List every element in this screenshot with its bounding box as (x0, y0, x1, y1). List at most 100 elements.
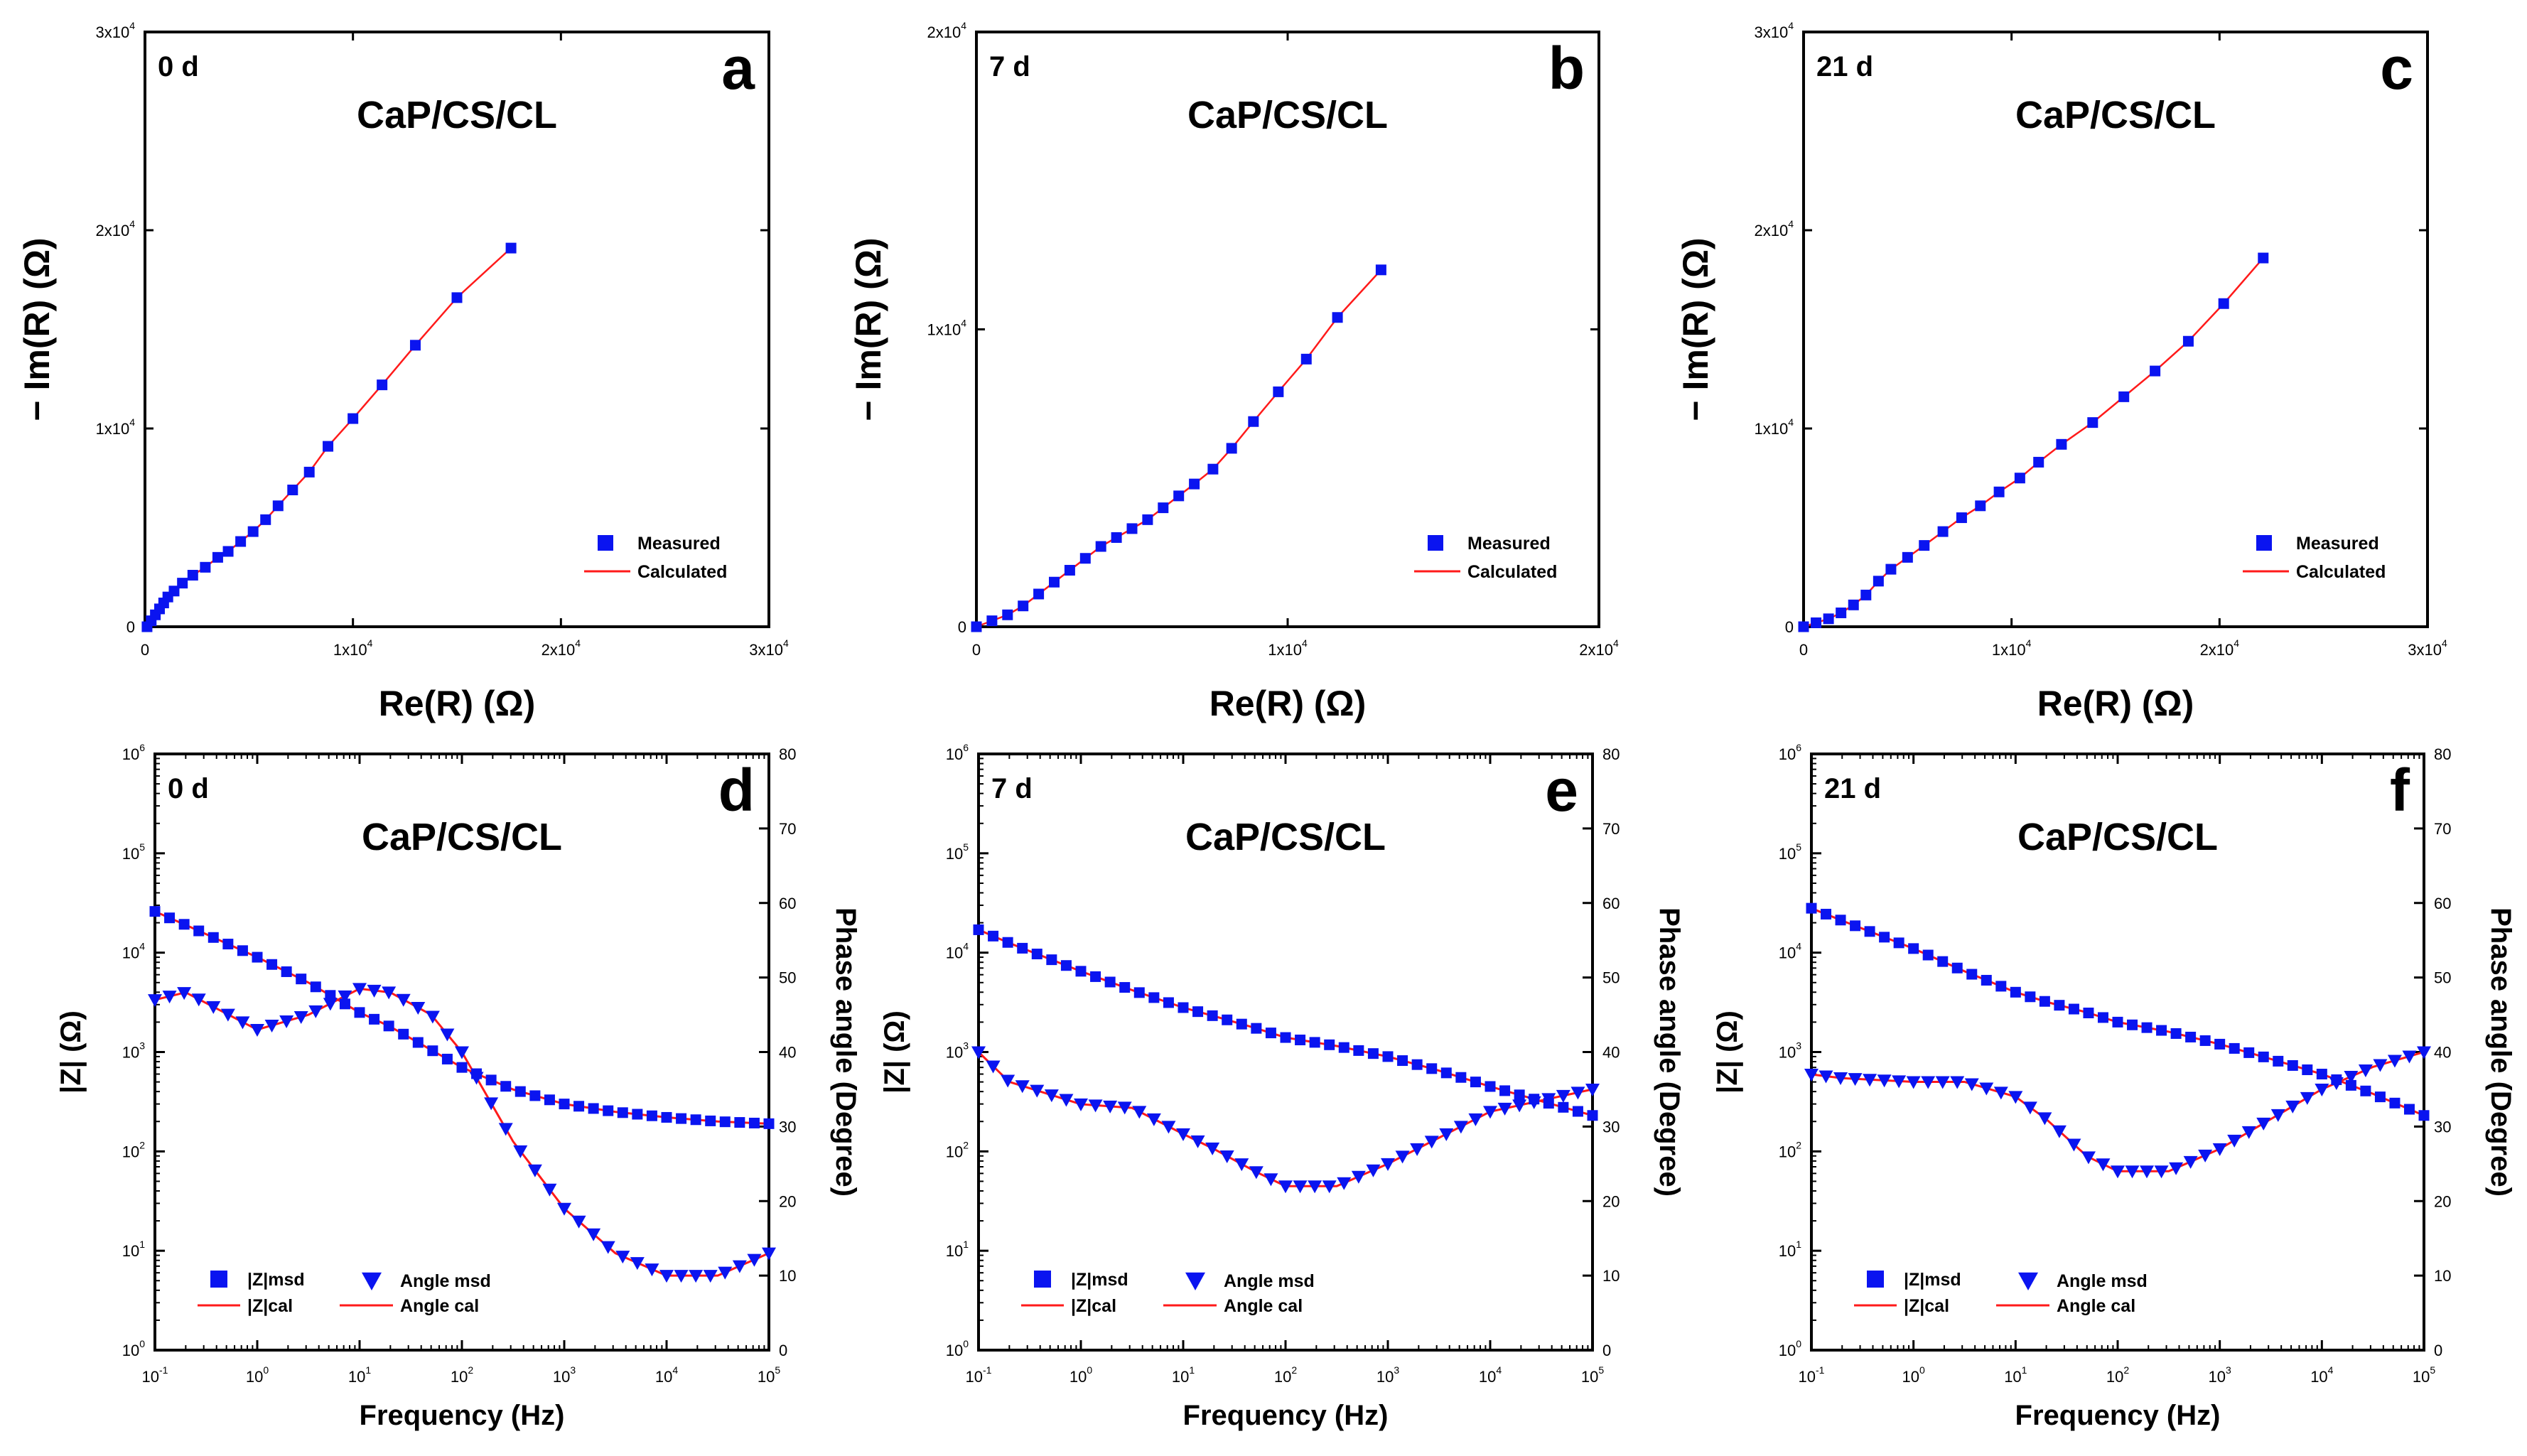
y-tick-label: 102 (1779, 1139, 1801, 1160)
angle-measured-point (2241, 1126, 2256, 1139)
angle-measured-point (1483, 1106, 1497, 1119)
z-measured-point (1485, 1081, 1496, 1092)
y-tick-label: 3x104 (95, 20, 135, 41)
z-measured-point (2360, 1085, 2371, 1096)
z-measured-point (1893, 937, 1904, 949)
y2-tick-label: 60 (2434, 895, 2451, 912)
measured-point (1860, 589, 1872, 600)
angle-measured-point (1497, 1102, 1512, 1116)
measured-point (1332, 312, 1343, 323)
z-measured-point (339, 998, 350, 1010)
x-tick-label: 10-1 (142, 1364, 168, 1386)
panel-letter: b (1548, 35, 1585, 102)
measured-point (1079, 553, 1091, 564)
measured-point (1811, 617, 1822, 628)
z-measured-point (1309, 1037, 1320, 1048)
y-tick-label: 105 (946, 841, 969, 863)
legend-z-msd: |Z|msd (247, 1270, 305, 1290)
angle-measured-point (571, 1215, 586, 1229)
angle-measured-point (2067, 1138, 2081, 1152)
angle-measured-point (455, 1046, 469, 1059)
y2-tick-label: 20 (2434, 1192, 2451, 1210)
angle-measured-point (220, 1008, 235, 1022)
z-measured-point (1060, 960, 1072, 971)
angle-measured-point (2300, 1091, 2315, 1105)
measured-point (260, 514, 271, 525)
z-measured-point (1879, 932, 1890, 943)
measured-point (1248, 416, 1259, 427)
x-tick-label: 102 (1274, 1364, 1297, 1386)
y-axis-label: − Im(R) (Ω) (17, 237, 57, 421)
y-tick-label: 106 (1779, 742, 1801, 763)
y2-axis-label: Phase angle (Degree) (2485, 907, 2516, 1197)
x-tick-label: 104 (1479, 1364, 1502, 1386)
chart-panel-c: 21 d c CaP/CS/CL 0 1x104 2x104 3x104 0 1x104 2x10… (1676, 20, 2447, 723)
z-measured-point (1850, 920, 1861, 932)
panel-letter: d (718, 757, 755, 824)
z-measured-point (252, 951, 263, 963)
x-tick-label: 103 (553, 1364, 576, 1386)
angle-measured-point (250, 1024, 264, 1037)
angle-measured-point (162, 991, 177, 1004)
y-tick-label: 1x104 (927, 318, 966, 339)
angle-measured-point (1877, 1074, 1892, 1088)
z-measured-point (973, 924, 984, 935)
z-measured-point (1148, 992, 1160, 1003)
z-measured-point (2156, 1025, 2167, 1036)
z-measured-point (1966, 969, 1978, 980)
y-tick-label: 105 (122, 841, 145, 863)
z-measured-point (2302, 1064, 2313, 1075)
z-measured-point (2097, 1012, 2108, 1023)
y2-tick-label: 50 (779, 969, 796, 987)
z-measured-point (2170, 1028, 2182, 1039)
angle-measured-point (703, 1270, 718, 1283)
legend-z-msd-marker (1867, 1271, 1884, 1288)
x-tick-label: 105 (1581, 1364, 1604, 1386)
angle-measured-point (148, 994, 162, 1008)
y2-tick-label: 40 (1602, 1044, 1620, 1062)
y-tick-label: 103 (122, 1040, 145, 1062)
angle-measured-point (1117, 1101, 1132, 1115)
z-measured-point (1075, 966, 1087, 977)
z-measured-point (1937, 956, 1949, 967)
measured-point (1919, 540, 1930, 551)
z-measured-point (2345, 1079, 2356, 1091)
z-measured-point (2054, 1000, 2065, 1011)
angle-measured-point (1526, 1096, 1541, 1109)
z-measured-point (2273, 1055, 2284, 1067)
x-tick-label: 100 (1902, 1364, 1925, 1386)
x-tick-label: 1x104 (1992, 637, 2032, 659)
z-measured-point (1236, 1018, 1247, 1030)
legend-z-cal: |Z|cal (1071, 1296, 1116, 1316)
measured-point (1956, 512, 1967, 524)
angle-measured-point (747, 1253, 762, 1267)
z-measured-point (2229, 1042, 2240, 1054)
panel-letter: e (1545, 757, 1578, 824)
measured-point (2033, 456, 2044, 468)
z-measured-point (1324, 1039, 1335, 1050)
measured-point (2056, 438, 2067, 450)
angle-measured-point (382, 986, 397, 1000)
angle-measured-point (2329, 1077, 2344, 1090)
z-measured-point (748, 1117, 760, 1128)
angle-measured-point (2081, 1151, 2096, 1165)
y-axis-label: |Z| (Ω) (55, 1010, 87, 1094)
z-measured-point (1090, 971, 1101, 982)
y-tick-label: 3x104 (1754, 20, 1794, 41)
z-measured-point (632, 1109, 643, 1120)
measured-point (971, 621, 982, 632)
angle-measured-point (1219, 1150, 1234, 1163)
x-tick-label: 2x104 (542, 637, 581, 659)
measured-point (247, 526, 259, 537)
x-tick-label: 10-1 (1799, 1364, 1825, 1386)
angle-measured-point (1964, 1078, 1979, 1091)
z-measured-point (500, 1081, 512, 1092)
measured-point (986, 615, 998, 627)
z-measured-point (1295, 1034, 1306, 1045)
y2-tick-label: 40 (2434, 1044, 2451, 1062)
angle-measured-point (2125, 1165, 2140, 1179)
z-measured-point (1470, 1077, 1481, 1088)
plot-frame (1802, 31, 2429, 628)
z-measured-point (1835, 915, 1846, 926)
